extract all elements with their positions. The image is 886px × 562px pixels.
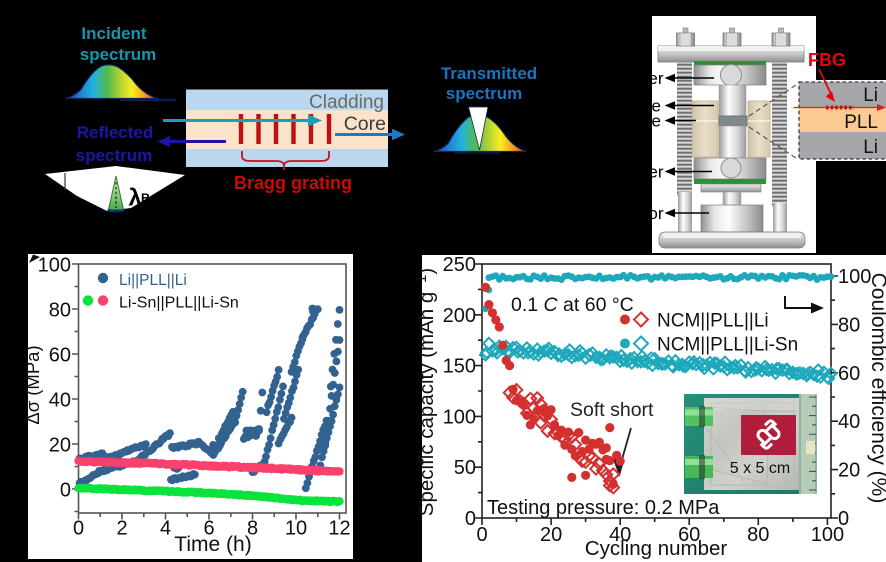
svg-text:Time (h): Time (h) (174, 533, 251, 556)
svg-text:electrode: electrode (591, 97, 661, 116)
svg-text:spectrum: spectrum (76, 146, 153, 165)
svg-text:60: 60 (678, 524, 700, 546)
svg-text:Reflected: Reflected (77, 123, 154, 142)
svg-text:100: 100 (38, 255, 71, 277)
svg-text:Li: Li (863, 137, 878, 158)
svg-text:40: 40 (609, 524, 631, 546)
svg-text:Soft short: Soft short (570, 399, 654, 421)
svg-text:Incident: Incident (81, 24, 147, 43)
svg-text:Testing pressure: 0.2 MPa: Testing pressure: 0.2 MPa (487, 497, 720, 519)
svg-text:80: 80 (747, 524, 769, 546)
svg-text:Cladding: Cladding (309, 92, 384, 113)
svg-text:0: 0 (465, 508, 476, 530)
svg-text:200: 200 (443, 305, 476, 327)
svg-text:FBG: FBG (808, 50, 846, 70)
svg-text:6: 6 (203, 518, 214, 540)
svg-text:100: 100 (811, 524, 844, 546)
svg-text:40: 40 (49, 390, 71, 412)
svg-text:NCM||PLL||Li: NCM||PLL||Li (657, 311, 769, 332)
svg-text:Core: Core (344, 113, 386, 135)
svg-text:100: 100 (838, 266, 871, 288)
svg-text:Transmitted: Transmitted (441, 64, 537, 83)
svg-text:Li||PLL||Li: Li||PLL||Li (119, 272, 187, 289)
svg-text:12: 12 (328, 518, 350, 540)
svg-text:10: 10 (285, 518, 307, 540)
svg-text:8: 8 (247, 518, 258, 540)
svg-text:20: 20 (49, 435, 71, 457)
svg-text:Specific capacity (mAh g−1): Specific capacity (mAh g−1) (413, 268, 438, 516)
svg-text:Plunger: Plunger (605, 163, 664, 182)
svg-text:0: 0 (73, 518, 84, 540)
svg-text:5 x 5 cm: 5 x 5 cm (730, 460, 790, 477)
svg-text:λ: λ (129, 185, 142, 212)
svg-text:Coulombic efficiency (%): Coulombic efficiency (%) (867, 273, 886, 504)
svg-text:Δσ (MPa): Δσ (MPa) (22, 345, 43, 424)
svg-text:2: 2 (116, 518, 127, 540)
svg-text:20: 20 (838, 460, 860, 482)
svg-text:250: 250 (443, 254, 476, 276)
svg-text:Plunger: Plunger (605, 69, 664, 88)
svg-text:spectrum: spectrum (80, 45, 157, 64)
svg-text:spectrum: spectrum (446, 84, 523, 103)
svg-text:150: 150 (443, 356, 476, 378)
svg-text:4: 4 (160, 518, 171, 540)
svg-text:100: 100 (443, 406, 476, 428)
svg-text:60: 60 (838, 363, 860, 385)
svg-text:NCM||PLL||Li-Sn: NCM||PLL||Li-Sn (657, 335, 798, 356)
svg-text:80: 80 (49, 300, 71, 322)
svg-text:0: 0 (476, 524, 487, 546)
svg-text:PLL: PLL (844, 112, 878, 133)
svg-text:Li-Sn||PLL||Li-Sn: Li-Sn||PLL||Li-Sn (119, 295, 239, 312)
svg-text:0.1 C at 60 °C: 0.1 C at 60 °C (511, 294, 634, 316)
svg-text:50: 50 (454, 457, 476, 479)
svg-text:20: 20 (540, 524, 562, 546)
svg-text:0: 0 (60, 480, 71, 502)
svg-text:80: 80 (838, 314, 860, 336)
svg-text:60: 60 (49, 345, 71, 367)
svg-text:electrolyte: electrolyte (584, 112, 661, 131)
svg-text:Li: Li (863, 85, 878, 106)
svg-text:B: B (141, 192, 150, 206)
svg-text:Cycling number: Cycling number (585, 537, 728, 560)
svg-text:40: 40 (838, 411, 860, 433)
svg-text:0: 0 (838, 508, 849, 530)
svg-text:sensor: sensor (612, 204, 663, 223)
svg-text:Bragg grating: Bragg grating (234, 173, 352, 193)
